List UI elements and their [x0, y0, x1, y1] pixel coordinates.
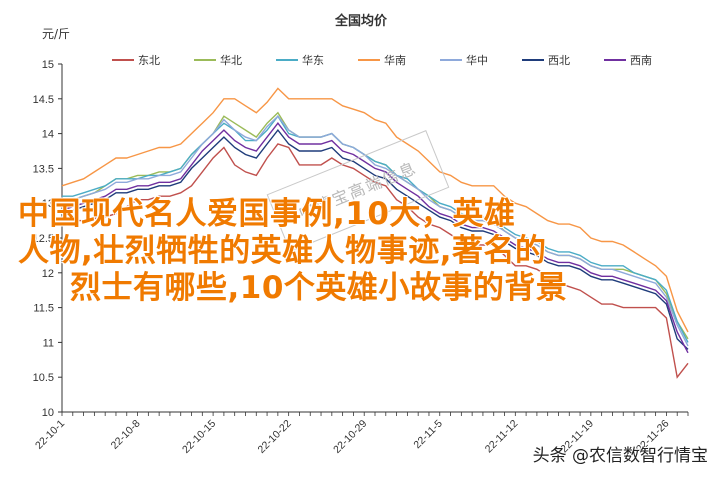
legend-label: 华北 — [220, 53, 242, 67]
x-tick-label: 22-10-22 — [256, 418, 294, 456]
y-axis-unit: 元/斤 — [42, 27, 70, 41]
series-line-3 — [61, 87, 689, 333]
y-tick-label: 14 — [42, 129, 54, 141]
y-tick-label: 12 — [42, 268, 54, 280]
series-line-4 — [61, 115, 689, 347]
series-lines — [61, 87, 689, 379]
legend-label: 华南 — [384, 53, 406, 67]
legend-label: 华中 — [466, 53, 488, 67]
legend: 东北 华北 华东 华南 华中 西北 西南 — [112, 53, 652, 67]
headline-overlay: 中国现代名人爱国事例,10大，英雄 人物,壮烈牺牲的英雄人物事迹,著名的 烈士有… — [18, 196, 618, 307]
y-tick-label: 11 — [43, 337, 54, 349]
legend-label: 西南 — [630, 54, 652, 67]
x-tick-label: 22-10-29 — [331, 418, 369, 456]
series-line-6 — [61, 122, 689, 354]
x-tick-label: 22-10-1 — [33, 418, 67, 452]
series-line-2 — [62, 114, 689, 343]
headline-line-2: 人物,壮烈牺牲的英雄人物事迹,著名的 — [18, 233, 547, 269]
headline-line-3: 烈士有哪些,10个英雄小故事的背景 — [70, 270, 568, 306]
legend-label: 西北 — [548, 54, 570, 67]
series-line-5 — [61, 128, 689, 350]
y-tick-label: 14.5 — [33, 94, 54, 106]
source-watermark: 头条 @农信数智行情宝 — [532, 446, 708, 466]
legend-label: 华东 — [302, 53, 324, 67]
y-tick-label: 11.5 — [33, 303, 54, 315]
x-tick-label: 22-10-8 — [109, 418, 143, 452]
y-tick-label: 15 — [42, 59, 54, 71]
y-tick-label: 13.5 — [33, 163, 54, 175]
y-tick-label: 13 — [42, 198, 54, 210]
series-line-0 — [61, 143, 689, 379]
x-tick-label: 22-11-12 — [483, 418, 521, 456]
x-tick-label: 22-11-5 — [411, 418, 445, 452]
chart-title: 全国均价 — [334, 13, 388, 29]
y-tick-label: 10.5 — [33, 372, 54, 384]
legend-label: 东北 — [138, 54, 160, 67]
y-tick-label: 10 — [42, 407, 54, 419]
x-tick-label: 22-10-15 — [180, 418, 218, 456]
y-tick-label: 12.5 — [33, 233, 54, 245]
headline-line-1: 中国现代名人爱国事例,10大，英雄 — [18, 196, 516, 232]
